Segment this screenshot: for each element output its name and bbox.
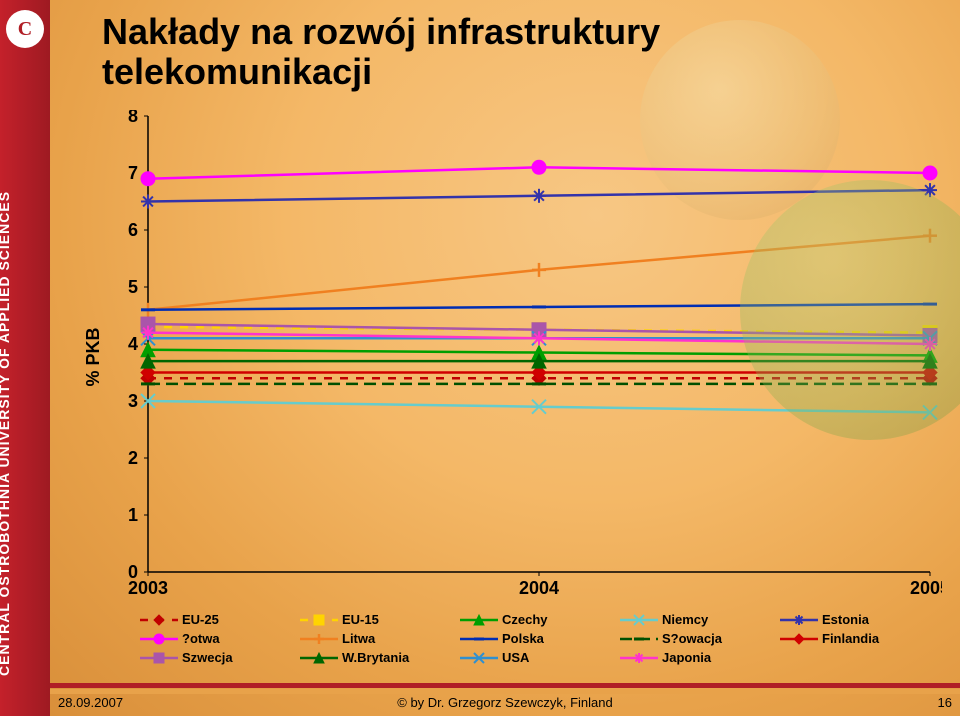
- svg-text:6: 6: [128, 220, 138, 240]
- legend-item-w.brytania: W.Brytania: [300, 650, 460, 665]
- deco-bar-2: [50, 689, 960, 694]
- footer: 28.09.2007 © by Dr. Grzegorz Szewczyk, F…: [50, 695, 960, 710]
- legend-label: ?otwa: [182, 631, 220, 646]
- uni-logo: C: [6, 10, 44, 48]
- legend-item-estonia: Estonia: [780, 612, 940, 627]
- legend-label: W.Brytania: [342, 650, 409, 665]
- title-line-2: telekomunikacji: [102, 52, 660, 92]
- legend-item-japonia: Japonia: [620, 650, 780, 665]
- legend-item-niemcy: Niemcy: [620, 612, 780, 627]
- legend-item-szwecja: Szwecja: [140, 650, 300, 665]
- footer-page: 16: [938, 695, 952, 710]
- legend-label: S?owacja: [662, 631, 722, 646]
- sidebar-text: CENTRAL OSTROBOTHNIA UNIVERSITY OF APPLI…: [0, 191, 12, 676]
- footer-date: 28.09.2007: [58, 695, 123, 710]
- svg-text:2004: 2004: [519, 578, 559, 598]
- legend-label: EU-15: [342, 612, 379, 627]
- legend-label: Litwa: [342, 631, 375, 646]
- svg-text:8: 8: [128, 110, 138, 126]
- chart-container: % PKB Źródło: Eurostat, 2007 01234567820…: [102, 110, 942, 604]
- footer-credit: © by Dr. Grzegorz Szewczyk, Finland: [50, 695, 960, 710]
- svg-text:4: 4: [128, 334, 138, 354]
- svg-text:2: 2: [128, 448, 138, 468]
- legend-item-usa: USA: [460, 650, 620, 665]
- svg-text:5: 5: [128, 277, 138, 297]
- legend-label: Szwecja: [182, 650, 233, 665]
- svg-text:7: 7: [128, 163, 138, 183]
- legend-label: Polska: [502, 631, 544, 646]
- legend-item-?otwa: ?otwa: [140, 631, 300, 646]
- legend-item-finlandia: Finlandia: [780, 631, 940, 646]
- legend-label: USA: [502, 650, 529, 665]
- legend-label: Japonia: [662, 650, 711, 665]
- svg-text:1: 1: [128, 505, 138, 525]
- deco-bar-1: [50, 683, 960, 688]
- logo-letter: C: [18, 18, 32, 41]
- svg-text:2005: 2005: [910, 578, 942, 598]
- legend-label: Estonia: [822, 612, 869, 627]
- svg-text:3: 3: [128, 391, 138, 411]
- legend-item-czechy: Czechy: [460, 612, 620, 627]
- legend: EU-25 EU-15 Czechy Niemcy Estonia ?otwa Litwa P…: [140, 612, 940, 665]
- y-axis-label: % PKB: [83, 327, 104, 386]
- decorative-bars: [50, 682, 960, 688]
- legend-item-litwa: Litwa: [300, 631, 460, 646]
- legend-label: EU-25: [182, 612, 219, 627]
- legend-item-s?owacja: S?owacja: [620, 631, 780, 646]
- slide-title: Nakłady na rozwój infrastruktury telekom…: [102, 12, 660, 91]
- legend-label: Finlandia: [822, 631, 879, 646]
- svg-text:2003: 2003: [128, 578, 168, 598]
- legend-label: Czechy: [502, 612, 548, 627]
- title-line-1: Nakłady na rozwój infrastruktury: [102, 12, 660, 52]
- legend-label: Niemcy: [662, 612, 708, 627]
- legend-item-eu-25: EU-25: [140, 612, 300, 627]
- legend-item-eu-15: EU-15: [300, 612, 460, 627]
- legend-item-polska: Polska: [460, 631, 620, 646]
- sidebar: C CENTRAL OSTROBOTHNIA UNIVERSITY OF APP…: [0, 0, 50, 716]
- main-area: Nakłady na rozwój infrastruktury telekom…: [50, 0, 960, 716]
- line-chart: 012345678200320042005: [102, 110, 942, 604]
